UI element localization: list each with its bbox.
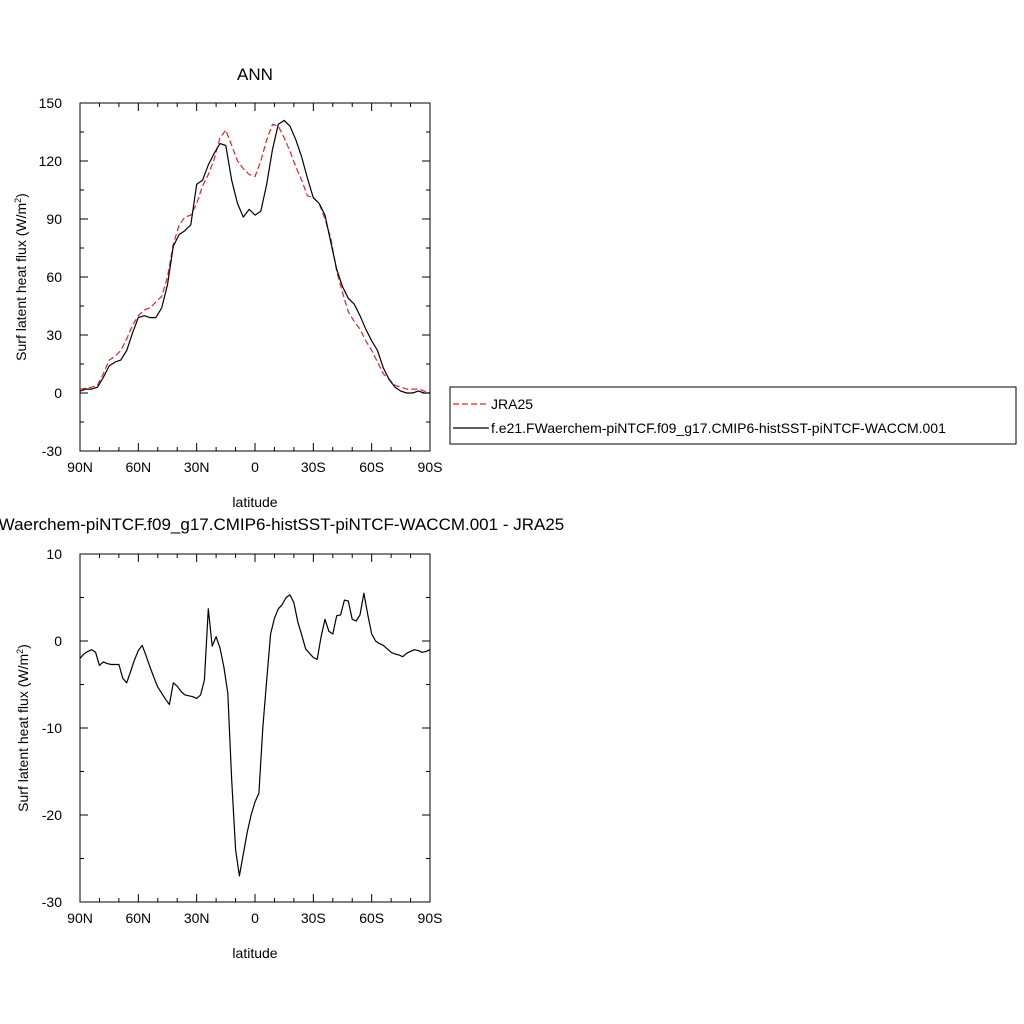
top-chart-x-tick-label: 90S xyxy=(418,459,443,475)
bottom-chart-x-tick-label: 60N xyxy=(125,910,151,926)
top-chart-legend: JRA25 f.e21.FWaerchem-piNTCF.f09_g17.CMI… xyxy=(449,386,1017,445)
top-chart-x-tick-label: 0 xyxy=(251,459,259,475)
top-chart-y-tick-label: -30 xyxy=(42,443,62,459)
legend-label-jra25: JRA25 xyxy=(491,396,533,412)
top-chart-frame xyxy=(79,102,431,452)
bottom-chart-y-axis-label-main: Surf latent heat flux (W/m xyxy=(15,654,31,812)
top-chart-x-axis-label: latitude xyxy=(232,494,277,510)
top-chart-x-tick-label: 60S xyxy=(359,459,384,475)
bottom-chart-y-tick-label: 0 xyxy=(54,633,62,649)
bottom-chart-y-tick-label: -30 xyxy=(42,894,62,910)
bottom-chart-x-tick-label: 90N xyxy=(67,910,93,926)
bottom-chart-title: f.e21.FWaerchem-piNTCF.f09_g17.CMIP6-his… xyxy=(0,515,564,534)
bottom-chart-frame xyxy=(79,553,431,903)
top-chart-x-tick-label: 90N xyxy=(67,459,93,475)
bottom-chart-x-axis-label: latitude xyxy=(232,945,277,961)
bottom-chart-x-tick-label: 0 xyxy=(251,910,259,926)
bottom-chart-plot-area: 90N 60N 30N 0 30S 60S 90S 10 0 -10 -20 -30 xyxy=(42,546,443,926)
bottom-chart-series-line-model xyxy=(79,592,431,877)
top-chart-y-tick-label: 120 xyxy=(39,153,63,169)
top-chart-panel: ANN 90N 60N 30N 0 30S 60S 90S1501209060300-30 … xyxy=(13,65,442,510)
top-chart-x-tick-label: 30N xyxy=(184,459,210,475)
bottom-chart-x-tick-label: 90S xyxy=(418,910,443,926)
top-chart-y-axis-label-sup: 2 xyxy=(13,198,23,203)
top-chart-y-axis-label: Surf latent heat flux (W/m2) xyxy=(13,193,29,361)
top-chart-y-axis-label-main: Surf latent heat flux (W/m xyxy=(13,203,29,361)
top-chart-y-tick-label: 150 xyxy=(39,95,63,111)
top-chart-y-tick-label: 30 xyxy=(46,327,62,343)
top-chart-title: ANN xyxy=(237,65,273,84)
top-chart-series-line-model xyxy=(79,119,430,394)
top-chart-x-tick-label: 30S xyxy=(301,459,326,475)
top-chart-y-axis-label-end: ) xyxy=(13,193,29,198)
bottom-chart-y-tick-label: -10 xyxy=(42,720,62,736)
top-chart-y-tick-label: 90 xyxy=(46,211,62,227)
top-chart-series-line-jra25 xyxy=(79,123,431,394)
bottom-chart-x-tick-label: 30S xyxy=(301,910,326,926)
top-chart-y-tick-label: 0 xyxy=(54,385,62,401)
bottom-chart-y-axis-label: Surf latent heat flux (W/m2) xyxy=(15,644,31,812)
legend-label-model: f.e21.FWaerchem-piNTCF.f09_g17.CMIP6-his… xyxy=(491,420,946,436)
bottom-chart-x-tick-label: 30N xyxy=(184,910,210,926)
top-chart-plot-area: 90N 60N 30N 0 30S 60S 90S 150 120 90 60 30 0 -30 xyxy=(39,95,443,475)
bottom-chart-x-tick-label: 60S xyxy=(359,910,384,926)
top-chart-x-tick-label: 60N xyxy=(125,459,151,475)
top-chart-y-tick-label: 60 xyxy=(46,269,62,285)
bottom-chart-y-axis-label-sup: 2 xyxy=(15,649,25,654)
bottom-chart-panel: f.e21.FWaerchem-piNTCF.f09_g17.CMIP6-his… xyxy=(0,515,564,961)
bottom-chart-y-axis-label-end: ) xyxy=(15,644,31,649)
bottom-chart-y-tick-label: -20 xyxy=(42,807,62,823)
bottom-chart-y-tick-label: 10 xyxy=(46,546,62,562)
legend-box xyxy=(449,386,1017,445)
